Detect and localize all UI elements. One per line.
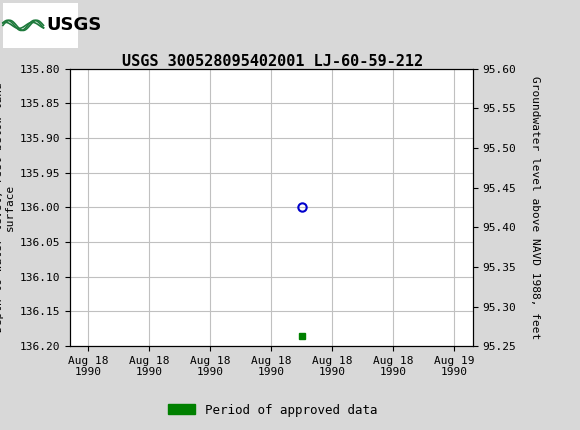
Y-axis label: Depth to water level, feet below land
surface: Depth to water level, feet below land su…: [0, 83, 15, 332]
Text: USGS: USGS: [46, 16, 102, 34]
Text: USGS 300528095402001 LJ-60-59-212: USGS 300528095402001 LJ-60-59-212: [122, 54, 423, 68]
FancyBboxPatch shape: [3, 3, 78, 48]
Legend: Period of approved data: Period of approved data: [162, 399, 383, 421]
Y-axis label: Groundwater level above NAVD 1988, feet: Groundwater level above NAVD 1988, feet: [530, 76, 540, 339]
